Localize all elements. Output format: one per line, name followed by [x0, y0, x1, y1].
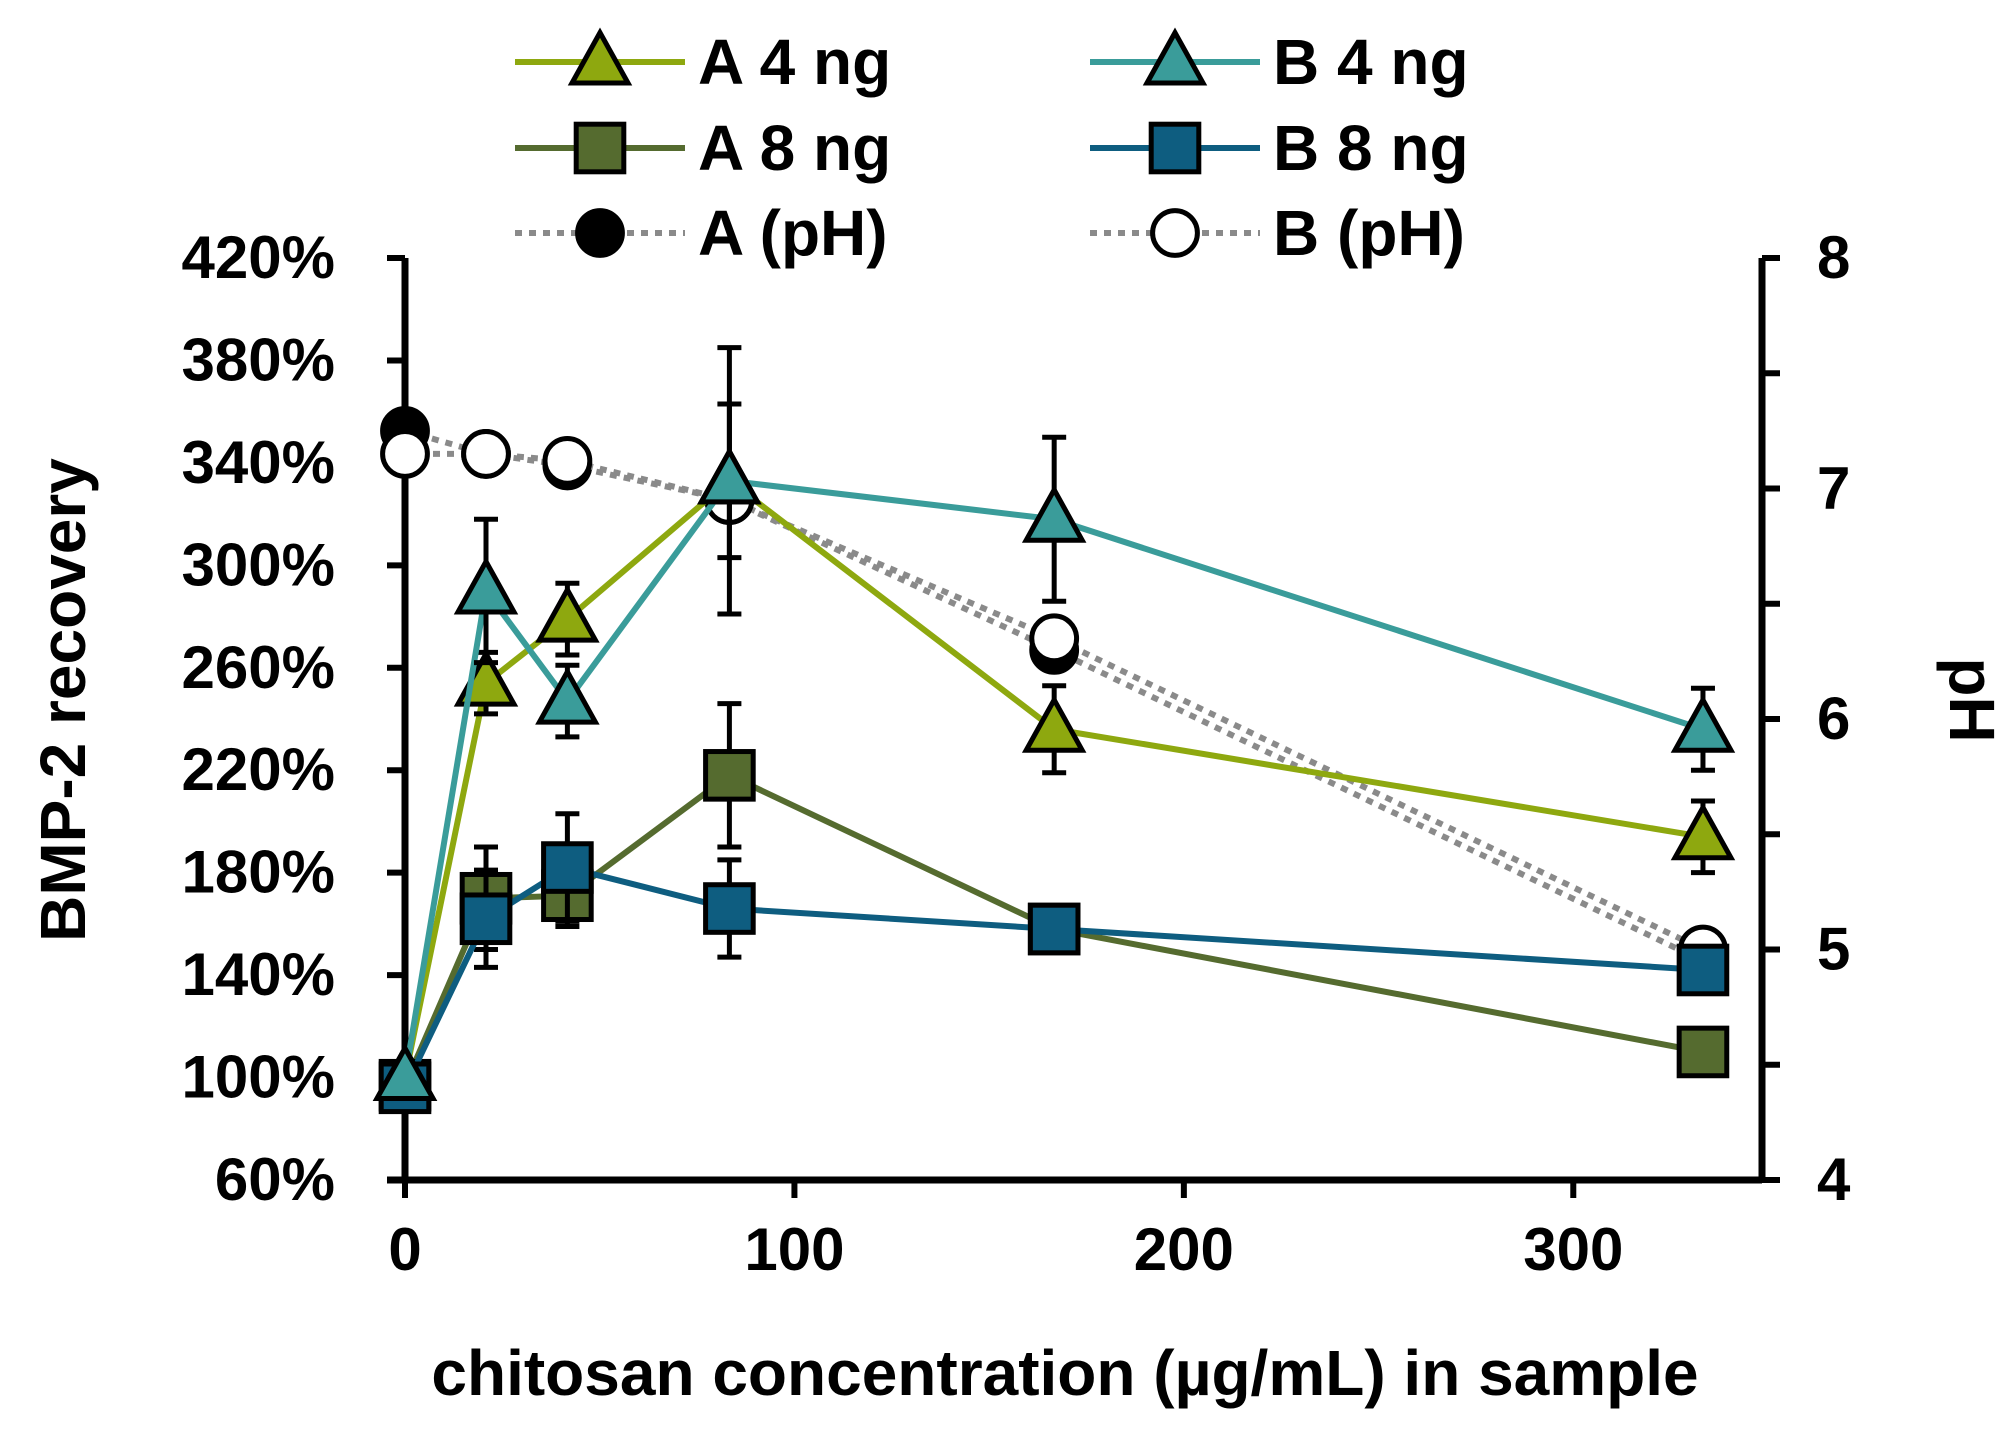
legend-label: B 8 ng: [1273, 112, 1469, 184]
legend-item: B 8 ng: [1090, 112, 1469, 184]
y2-tick-label: 7: [1817, 455, 1850, 522]
legend-label: A 8 ng: [698, 112, 891, 184]
legend-item: A 8 ng: [515, 112, 891, 184]
data-point: [459, 892, 513, 946]
y-tick-label: 260%: [182, 634, 335, 701]
data-point: [1027, 902, 1081, 956]
y-tick-label: 140%: [182, 941, 335, 1008]
data-point: [1021, 694, 1087, 753]
data-point: [453, 556, 519, 615]
legend-label: B 4 ng: [1273, 26, 1469, 98]
y-tick-label: 220%: [182, 736, 335, 803]
data-point: [1029, 613, 1080, 664]
data-point: [703, 749, 756, 802]
y-tick-label: 420%: [182, 224, 335, 291]
data-point: [1670, 802, 1736, 861]
data-point: [541, 841, 594, 894]
y2-tick-label: 5: [1817, 916, 1850, 983]
legend-label: B (pH): [1273, 197, 1465, 269]
axes: 60% 100% 140% 180% 220% 260% 300% 340% 380% 420% 0…: [182, 224, 1851, 1283]
y-axis-label: BMP-2 recovery: [27, 458, 99, 942]
series-line: [402, 864, 1704, 1090]
legend-label: A (pH): [698, 197, 888, 269]
legend-label: A 4 ng: [698, 26, 891, 98]
series-line: [405, 450, 1705, 953]
data-point: [535, 666, 600, 725]
y2-tick-label: 6: [1817, 685, 1850, 752]
legend: A 4 ng B 4 ng A 8 ng B 8 ng A (pH) B (pH): [515, 26, 1469, 269]
data-point: [535, 584, 600, 643]
y-tick-label: 380%: [182, 326, 335, 393]
data-point: [703, 882, 756, 935]
legend-marker: [567, 27, 633, 86]
series-line: [402, 477, 1704, 1079]
y-tick-label: 60%: [215, 1146, 335, 1213]
x-tick-label: 100: [744, 1216, 844, 1283]
x-axis-label: chitosan concentration (µg/mL) in sample: [431, 1337, 1698, 1409]
y2-tick-label: 8: [1817, 224, 1850, 291]
legend-marker: [573, 121, 627, 175]
data-point: [1670, 694, 1736, 753]
data-point: [1021, 484, 1087, 543]
x-tick-label: 200: [1134, 1216, 1234, 1283]
data-point: [1676, 943, 1730, 997]
data-point: [542, 435, 593, 486]
series-b-4-ng: [372, 401, 1736, 1102]
legend-marker: [1142, 27, 1208, 86]
legend-marker: [1148, 121, 1202, 175]
legend-item: A (pH): [515, 197, 888, 269]
series-layer: [372, 345, 1736, 1115]
y-tick-label: 340%: [182, 429, 335, 496]
legend-item: B 4 ng: [1090, 26, 1469, 98]
data-point: [461, 429, 511, 479]
legend-marker: [1150, 208, 1200, 258]
data-point: [1676, 1025, 1730, 1079]
legend-marker: [575, 208, 625, 258]
data-point: [380, 429, 430, 479]
y-tick-label: 300%: [182, 531, 335, 598]
series-b-8-ng: [378, 811, 1730, 1115]
x-tick-label: 300: [1523, 1216, 1623, 1283]
y2-tick-label: 4: [1817, 1146, 1851, 1213]
series-line: [402, 476, 1704, 1079]
legend-item: A 4 ng: [515, 26, 891, 98]
y2-axis-label: pH: [1936, 657, 2001, 742]
legend-item: B (pH): [1090, 197, 1465, 269]
data-point: [372, 1043, 438, 1102]
y-tick-label: 180%: [182, 839, 335, 906]
y-tick-label: 100%: [182, 1044, 335, 1111]
x-tick-label: 0: [388, 1216, 421, 1283]
data-point: [697, 446, 762, 505]
